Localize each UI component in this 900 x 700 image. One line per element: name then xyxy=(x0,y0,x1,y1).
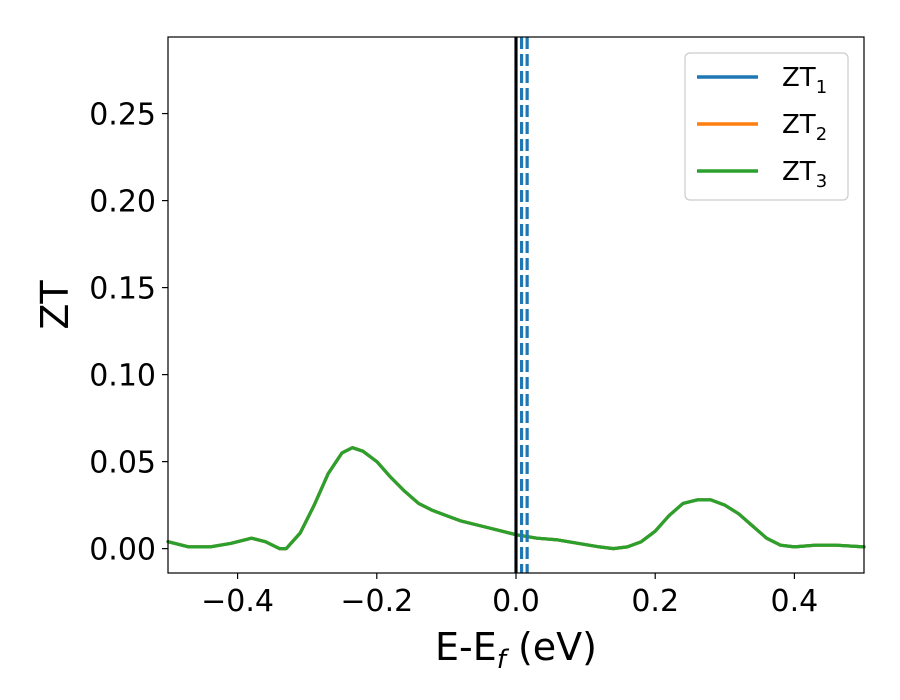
series-layer xyxy=(166,446,866,551)
x-axis-title-unit: (eV) xyxy=(506,625,597,669)
y-tick-label: 0.00 xyxy=(89,533,156,568)
vertical-lines-layer xyxy=(514,37,529,573)
y-tick-label: 0.25 xyxy=(89,98,156,133)
x-axis-title: E-Ef (eV) xyxy=(435,625,597,675)
x-tick-label: −0.4 xyxy=(201,584,274,619)
x-tick-label: 0.0 xyxy=(492,584,540,619)
y-tick-label: 0.05 xyxy=(89,446,156,481)
series-line-3 xyxy=(166,446,866,551)
legend-box xyxy=(684,52,849,201)
x-tick-label: −0.2 xyxy=(340,584,413,619)
legend-label-2: ZT2 xyxy=(782,110,827,145)
legend: ZT1 ZT2 ZT3 xyxy=(684,52,849,201)
y-axis-ticks: 0.00 0.05 0.10 0.15 0.20 0.25 xyxy=(89,98,168,568)
x-axis-ticks: −0.4 −0.2 0.0 0.2 0.4 xyxy=(201,573,818,619)
legend-label-1: ZT1 xyxy=(782,63,827,98)
y-tick-label: 0.20 xyxy=(89,185,156,220)
y-tick-label: 0.15 xyxy=(89,272,156,307)
x-tick-label: 0.4 xyxy=(771,584,819,619)
x-axis-title-main: E-E xyxy=(435,625,497,669)
legend-label-3: ZT3 xyxy=(782,157,827,192)
y-tick-label: 0.10 xyxy=(89,359,156,394)
y-axis-title: ZT xyxy=(33,280,77,330)
x-tick-label: 0.2 xyxy=(631,584,679,619)
